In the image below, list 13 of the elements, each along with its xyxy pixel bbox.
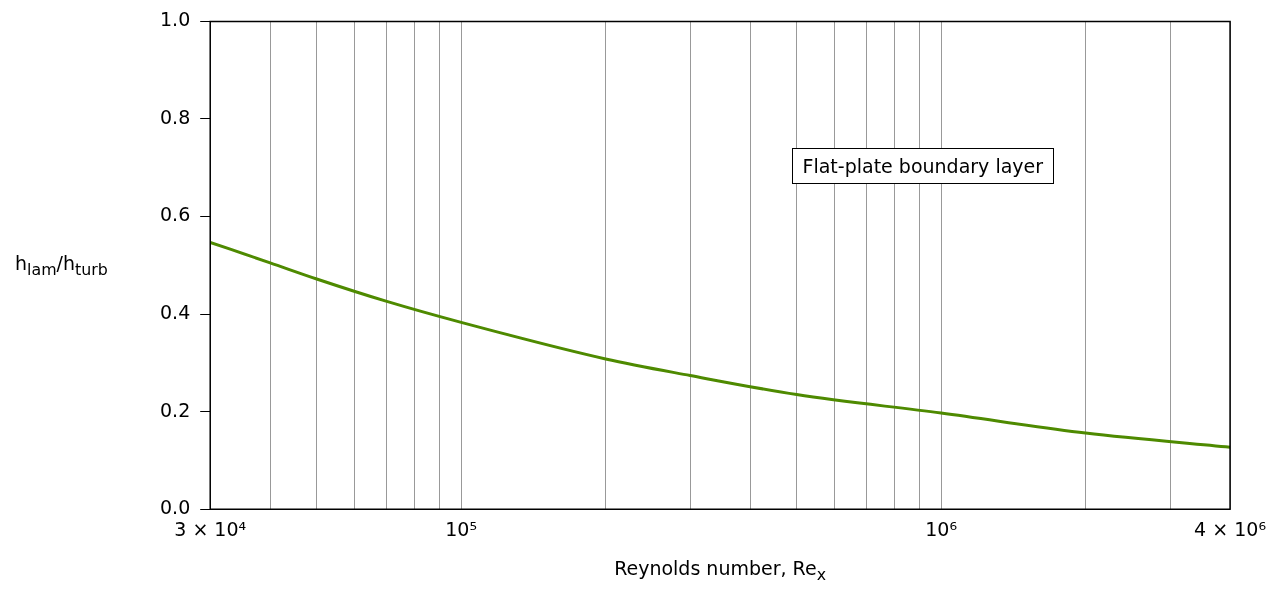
y-axis-title: h$_{lam}$/h$_{turb}$: [15, 251, 108, 279]
x-axis-title: Reynolds number, Re$_{x}$: [614, 557, 826, 584]
y-tick-label: 0.0: [160, 496, 191, 519]
y-tick-label: 0.6: [160, 203, 191, 226]
x-tick-label: 10⁵: [445, 517, 478, 540]
x-tick-label: 3 × 10⁴: [174, 517, 247, 540]
x-tick-label: 10⁶: [925, 517, 958, 540]
y-tick-label: 1.0: [160, 8, 191, 31]
annotation: Flat-plate boundary layer: [791, 148, 1055, 185]
y-tick-label: 0.2: [160, 398, 191, 421]
x-tick-label: 4 × 10⁶: [1194, 517, 1266, 540]
y-tick-label: 0.8: [160, 105, 191, 128]
y-tick-label: 0.4: [160, 301, 191, 324]
